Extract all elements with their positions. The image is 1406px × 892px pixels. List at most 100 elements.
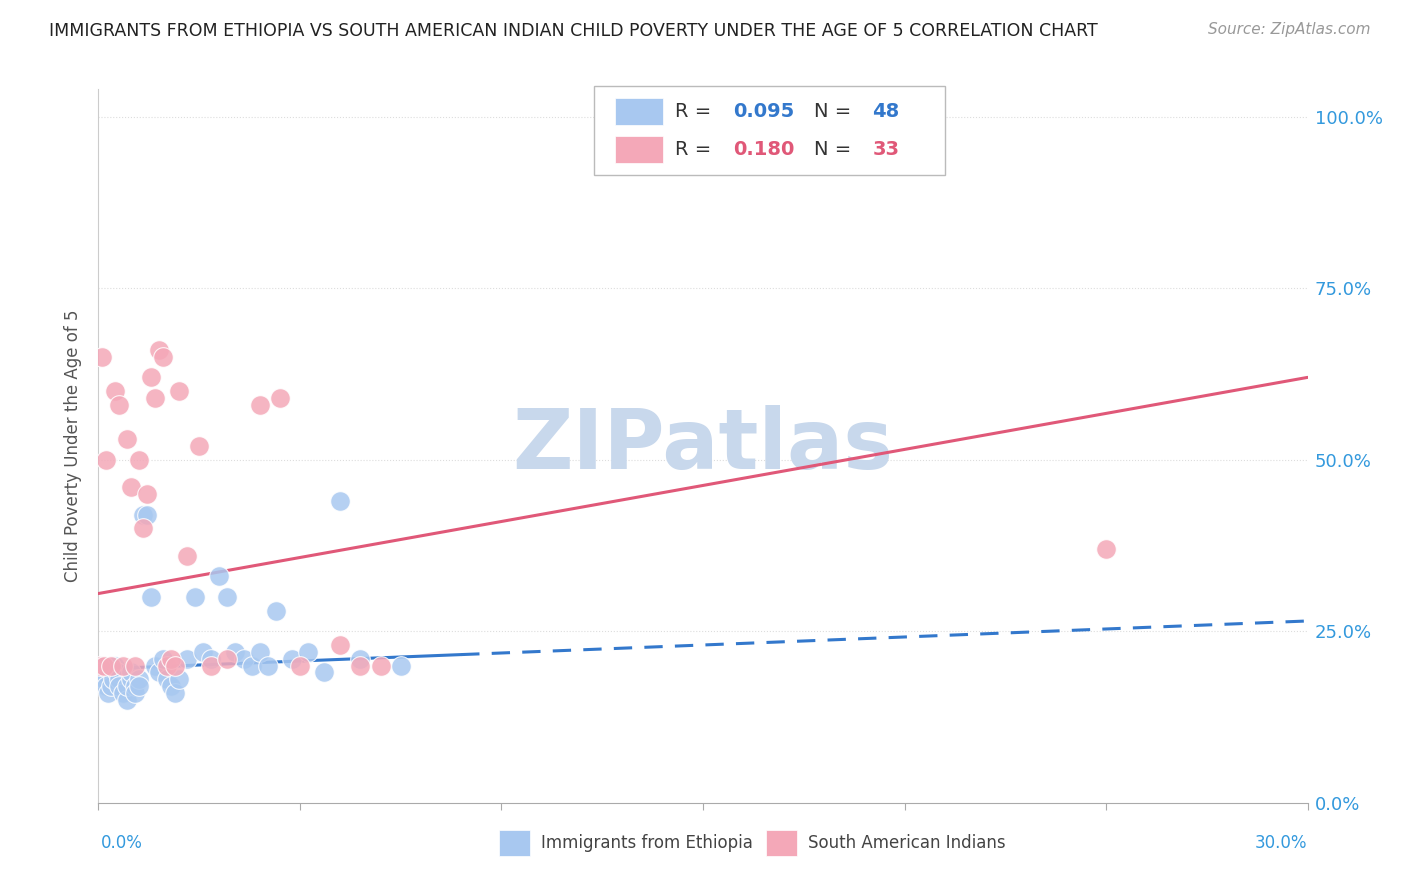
Text: R =: R = [675,140,717,159]
Point [160,651,183,665]
Point [167,673,190,687]
Point [124,686,146,700]
Point [111,686,134,700]
Point [91,665,114,680]
Point [120,480,142,494]
Text: 0.180: 0.180 [734,140,794,159]
Point [249,645,271,659]
Point [264,604,287,618]
Point [107,398,129,412]
Point [139,370,162,384]
Bar [614,98,664,125]
Point [124,679,146,693]
Point [329,638,352,652]
Point [132,521,155,535]
Point [93,673,115,687]
Point [111,658,134,673]
Point [152,350,174,364]
Point [176,549,198,563]
Point [297,645,319,659]
Text: 0.095: 0.095 [734,102,794,120]
Point [135,508,157,522]
Point [389,658,412,673]
Point [101,673,124,687]
Point [160,679,183,693]
Point [370,658,392,673]
Y-axis label: Child Poverty Under the Age of 5: Child Poverty Under the Age of 5 [65,310,83,582]
Point [91,350,114,364]
Point [281,651,304,665]
Point [167,384,190,398]
Point [132,508,155,522]
Point [148,343,170,357]
Point [148,665,170,680]
Point [152,651,174,665]
Point [256,658,278,673]
Point [124,658,146,673]
Point [128,679,150,693]
Point [329,494,352,508]
Point [103,658,125,673]
Point [240,658,263,673]
Point [143,658,166,673]
Point [105,665,128,680]
Text: 33: 33 [872,140,900,159]
Point [120,665,142,680]
Point [143,391,166,405]
Point [200,651,222,665]
Point [269,391,291,405]
Point [232,651,254,665]
Point [1095,541,1118,556]
Point [156,658,179,673]
Text: 48: 48 [872,102,900,120]
Point [139,590,162,604]
Text: ZIPatlas: ZIPatlas [513,406,893,486]
Point [128,452,150,467]
Point [100,658,122,673]
Point [97,686,120,700]
Point [89,658,111,673]
Text: N =: N = [814,102,858,120]
Text: IMMIGRANTS FROM ETHIOPIA VS SOUTH AMERICAN INDIAN CHILD POVERTY UNDER THE AGE OF: IMMIGRANTS FROM ETHIOPIA VS SOUTH AMERIC… [49,22,1098,40]
Point [314,665,336,680]
Text: R =: R = [675,102,717,120]
Point [224,645,246,659]
Text: Immigrants from Ethiopia: Immigrants from Ethiopia [541,834,754,852]
Point [96,452,118,467]
Point [89,658,111,673]
Point [156,673,179,687]
Text: Source: ZipAtlas.com: Source: ZipAtlas.com [1208,22,1371,37]
Point [96,679,118,693]
Point [103,384,125,398]
Text: South American Indians: South American Indians [808,834,1007,852]
Point [163,658,186,673]
Point [100,679,122,693]
Point [93,658,115,673]
Point [349,651,371,665]
Text: N =: N = [814,140,858,159]
Point [208,569,231,583]
Point [349,658,371,673]
Point [288,658,311,673]
Point [163,686,186,700]
Point [217,651,239,665]
FancyBboxPatch shape [595,86,945,175]
Point [115,432,138,446]
Bar [614,136,664,162]
Point [249,398,271,412]
Text: 30.0%: 30.0% [1256,834,1308,852]
Point [217,590,239,604]
Point [176,651,198,665]
Point [200,658,222,673]
Point [128,673,150,687]
Point [188,439,211,453]
Point [107,679,129,693]
Point [120,673,142,687]
Point [115,693,138,707]
Point [107,673,129,687]
Point [193,645,215,659]
Point [115,679,138,693]
Point [184,590,207,604]
Text: 0.0%: 0.0% [101,834,143,852]
Point [135,487,157,501]
